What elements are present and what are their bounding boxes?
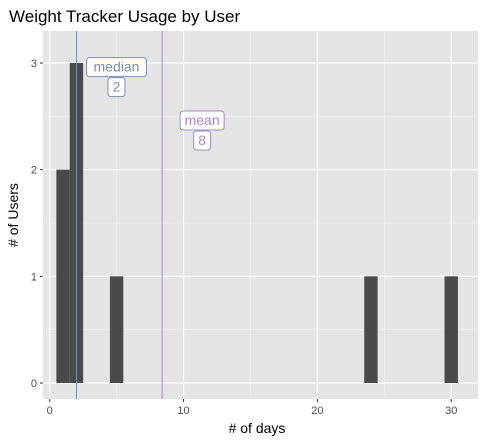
histogram-bar xyxy=(109,276,124,383)
x-tick-label: 20 xyxy=(311,405,323,417)
median-value-box xyxy=(107,77,126,98)
x-tick-label: 0 xyxy=(47,405,53,417)
reference-lines-layer: median 2 mean 8 xyxy=(75,31,225,399)
histogram-bar xyxy=(56,169,70,383)
x-tick-label: 10 xyxy=(177,405,189,417)
mean-label-box xyxy=(179,110,225,131)
mean-value-text: 8 xyxy=(198,132,206,148)
y-tick-label: 0 xyxy=(31,378,37,390)
histogram-bar xyxy=(364,276,378,383)
chart-title: Weight Tracker Usage by User xyxy=(9,7,240,26)
median-label-text: median xyxy=(94,59,140,75)
x-tick-label: 30 xyxy=(445,405,457,417)
y-tick-label: 3 xyxy=(31,58,37,70)
y-tick-label: 1 xyxy=(31,271,37,283)
mean-label-text: mean xyxy=(185,112,220,128)
median-label-box xyxy=(85,57,147,78)
median-value-text: 2 xyxy=(113,79,121,95)
histogram-bar xyxy=(444,276,458,383)
x-axis-label: # of days xyxy=(229,420,286,436)
bars-layer xyxy=(56,63,458,383)
mean-value-box xyxy=(193,130,212,151)
x-axis-ticks: 0 10 20 30 xyxy=(47,399,457,417)
y-tick-label: 2 xyxy=(31,165,37,177)
y-axis-label: # of Users xyxy=(5,183,21,247)
y-axis-ticks: 0 1 2 3 xyxy=(31,58,43,390)
